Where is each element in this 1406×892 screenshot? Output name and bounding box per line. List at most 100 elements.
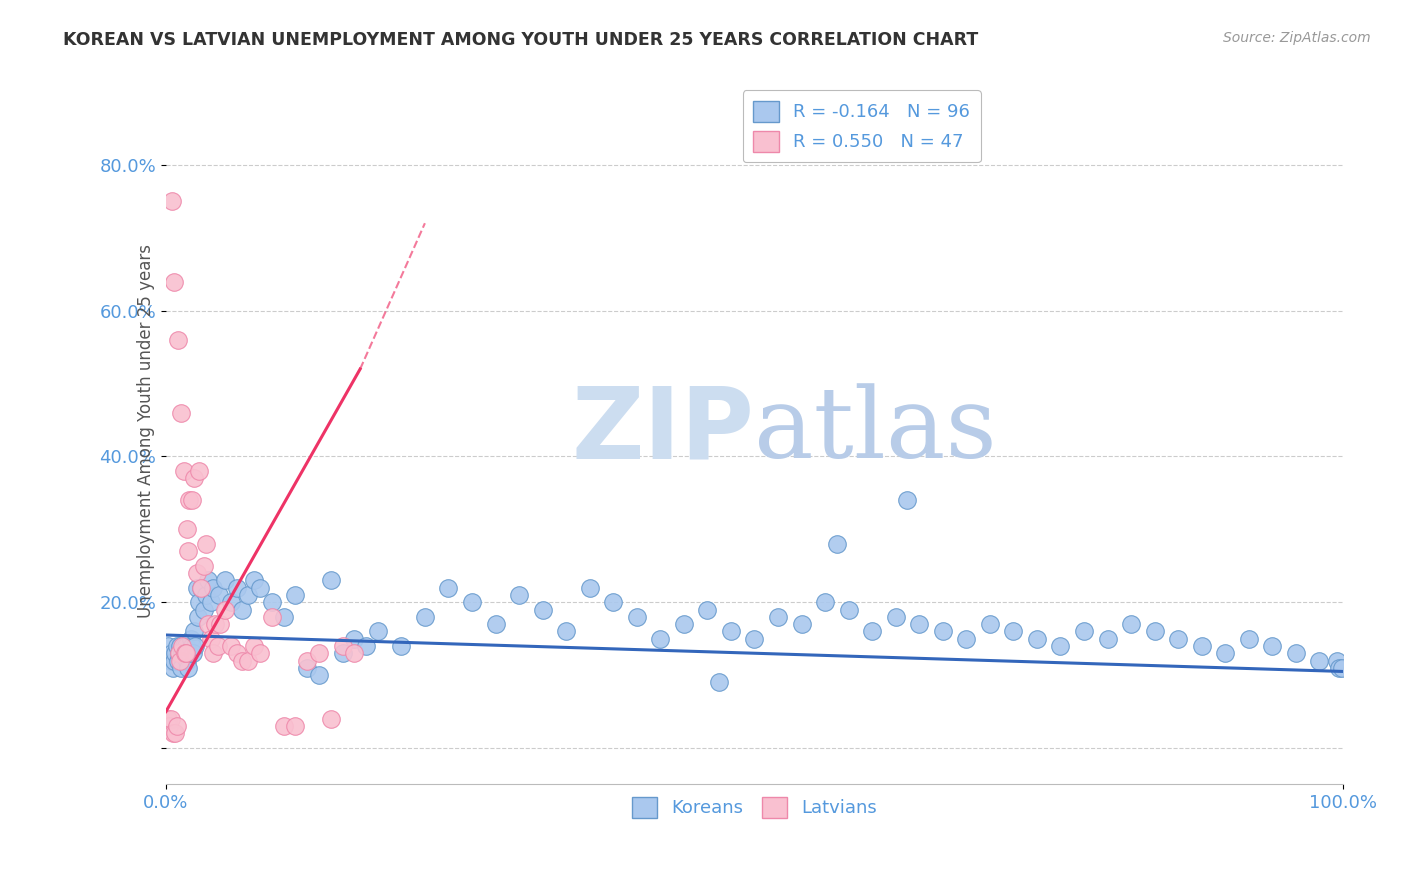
Point bbox=[177, 661, 200, 675]
Point bbox=[1119, 617, 1142, 632]
Point bbox=[167, 646, 190, 660]
Point bbox=[163, 653, 186, 667]
Point bbox=[200, 632, 222, 646]
Text: KOREAN VS LATVIAN UNEMPLOYMENT AMONG YOUTH UNDER 25 YEARS CORRELATION CHART: KOREAN VS LATVIAN UNEMPLOYMENT AMONG YOU… bbox=[63, 31, 979, 49]
Point bbox=[173, 646, 195, 660]
Point bbox=[672, 617, 695, 632]
Point bbox=[602, 595, 624, 609]
Point bbox=[214, 602, 236, 616]
Point bbox=[183, 624, 205, 639]
Point bbox=[332, 646, 354, 660]
Point bbox=[187, 595, 209, 609]
Point bbox=[165, 646, 187, 660]
Point bbox=[238, 588, 260, 602]
Point bbox=[177, 544, 200, 558]
Point bbox=[180, 632, 202, 646]
Point bbox=[260, 609, 283, 624]
Point bbox=[165, 726, 187, 740]
Point bbox=[1025, 632, 1047, 646]
Point bbox=[167, 646, 190, 660]
Point bbox=[319, 574, 342, 588]
Point bbox=[260, 595, 283, 609]
Point bbox=[162, 661, 184, 675]
Point bbox=[884, 609, 907, 624]
Point bbox=[1261, 639, 1284, 653]
Point bbox=[1167, 632, 1189, 646]
Point bbox=[484, 617, 506, 632]
Point bbox=[157, 639, 180, 653]
Point bbox=[1285, 646, 1308, 660]
Point bbox=[932, 624, 955, 639]
Point bbox=[343, 632, 366, 646]
Legend: Koreans, Latvians: Koreans, Latvians bbox=[624, 789, 884, 825]
Point bbox=[160, 194, 183, 209]
Point bbox=[159, 653, 181, 667]
Text: atlas: atlas bbox=[755, 383, 997, 479]
Point bbox=[174, 639, 197, 653]
Point bbox=[308, 668, 330, 682]
Point bbox=[214, 574, 236, 588]
Point bbox=[172, 639, 194, 653]
Point bbox=[180, 493, 202, 508]
Point bbox=[231, 602, 253, 616]
Point bbox=[332, 639, 354, 653]
Point bbox=[578, 581, 600, 595]
Point bbox=[790, 617, 813, 632]
Point bbox=[1330, 661, 1353, 675]
Point bbox=[707, 675, 730, 690]
Point bbox=[179, 646, 201, 660]
Point bbox=[1191, 639, 1213, 653]
Point bbox=[1097, 632, 1119, 646]
Point bbox=[1049, 639, 1071, 653]
Point bbox=[193, 558, 215, 573]
Point bbox=[176, 522, 198, 536]
Point bbox=[179, 493, 201, 508]
Point bbox=[838, 602, 860, 616]
Point bbox=[162, 726, 184, 740]
Point bbox=[180, 639, 202, 653]
Point bbox=[1308, 653, 1330, 667]
Point bbox=[243, 574, 266, 588]
Text: Source: ZipAtlas.com: Source: ZipAtlas.com bbox=[1223, 31, 1371, 45]
Point bbox=[343, 646, 366, 660]
Point bbox=[169, 653, 191, 667]
Point bbox=[166, 333, 188, 347]
Point bbox=[225, 646, 247, 660]
Point bbox=[163, 275, 186, 289]
Text: ZIP: ZIP bbox=[572, 383, 755, 479]
Point bbox=[207, 639, 229, 653]
Point bbox=[174, 646, 197, 660]
Point bbox=[187, 609, 209, 624]
Point bbox=[231, 653, 253, 667]
Point bbox=[1237, 632, 1260, 646]
Point bbox=[208, 588, 231, 602]
Point bbox=[173, 464, 195, 478]
Point bbox=[814, 595, 837, 609]
Point bbox=[160, 646, 183, 660]
Point bbox=[197, 617, 219, 632]
Point bbox=[531, 602, 554, 616]
Point bbox=[720, 624, 742, 639]
Point bbox=[173, 639, 195, 653]
Point bbox=[354, 639, 377, 653]
Point bbox=[1002, 624, 1025, 639]
Point bbox=[181, 646, 204, 660]
Point bbox=[508, 588, 530, 602]
Point bbox=[169, 639, 191, 653]
Point bbox=[744, 632, 766, 646]
Point bbox=[157, 712, 180, 726]
Point bbox=[273, 609, 295, 624]
Point bbox=[860, 624, 883, 639]
Point bbox=[166, 639, 188, 653]
Point bbox=[173, 646, 195, 660]
Point bbox=[194, 537, 217, 551]
Point bbox=[172, 646, 194, 660]
Point bbox=[413, 609, 436, 624]
Y-axis label: Unemployment Among Youth under 25 years: Unemployment Among Youth under 25 years bbox=[136, 244, 155, 618]
Point bbox=[225, 581, 247, 595]
Point bbox=[202, 581, 225, 595]
Point bbox=[197, 574, 219, 588]
Point bbox=[204, 617, 226, 632]
Point bbox=[555, 624, 578, 639]
Point bbox=[1326, 653, 1348, 667]
